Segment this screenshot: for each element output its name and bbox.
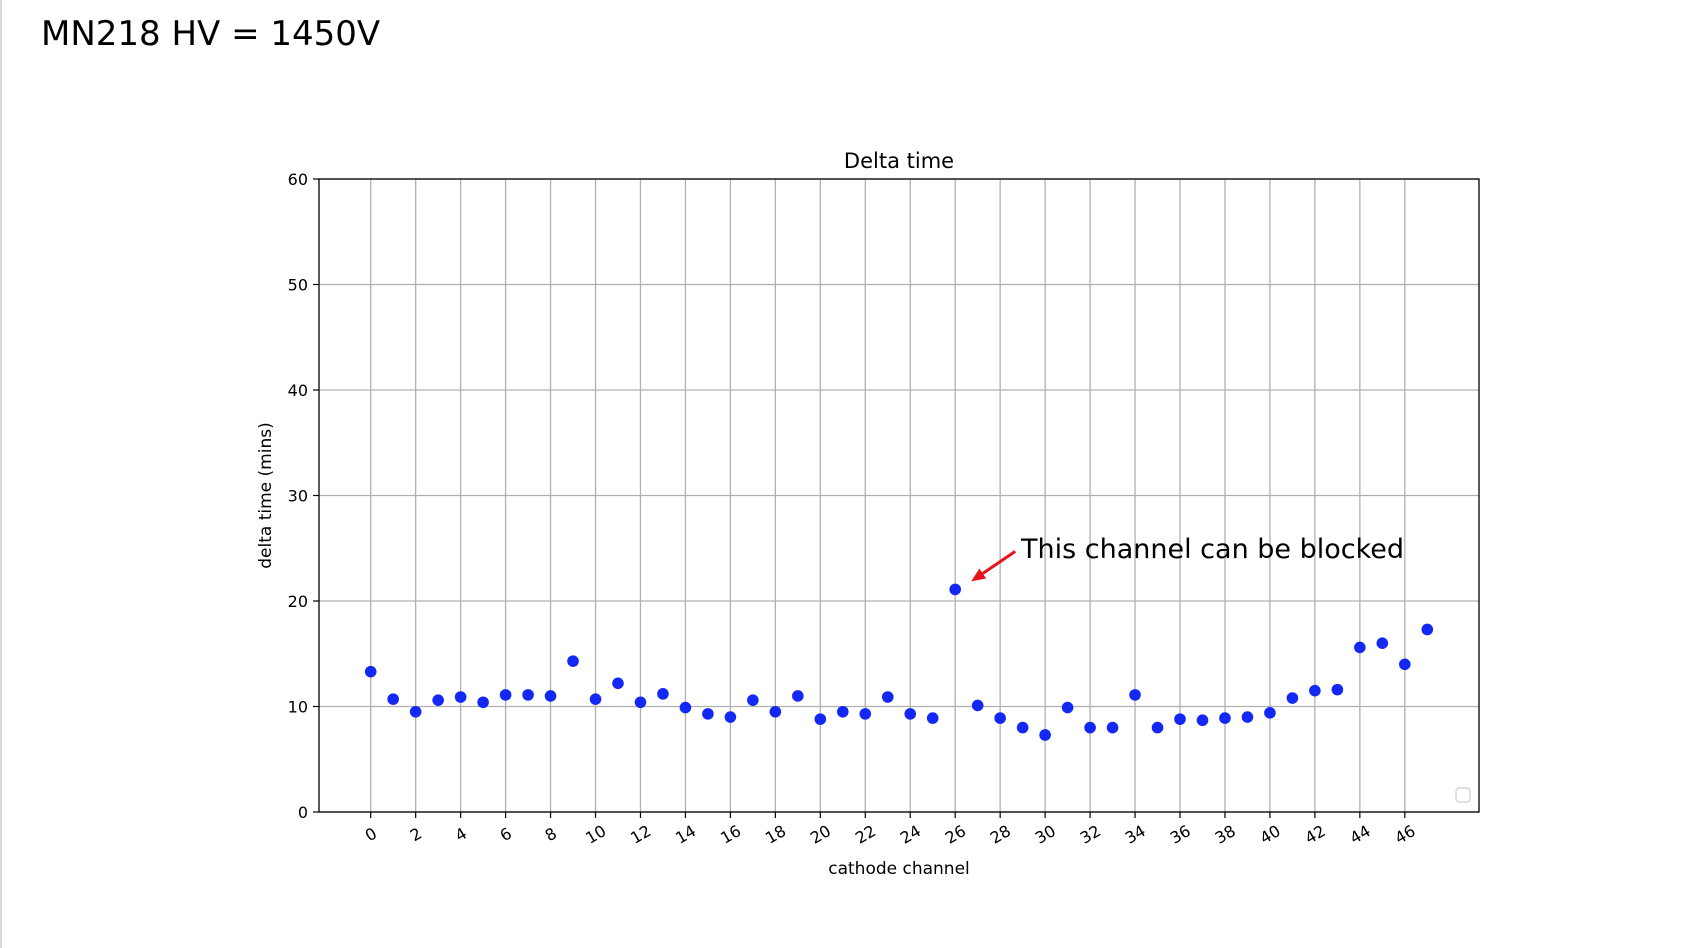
data-point (1309, 684, 1321, 697)
y-tick-label: 40 (288, 381, 308, 400)
axis-ticks: 0 2 4 6 8 10 12 14 16 18 20 22 24 26 28 30 32 34 36 38 40 42 4… (288, 170, 1419, 848)
x-tick-label: 46 (1391, 821, 1418, 848)
data-point (387, 693, 399, 705)
x-axis-label: cathode channel (828, 859, 970, 879)
x-tick-label: 24 (897, 821, 924, 848)
data-point (499, 689, 512, 701)
grid-lines (319, 178, 1479, 813)
data-points (364, 583, 1434, 741)
data-point (657, 688, 669, 700)
x-tick-label: 6 (497, 824, 515, 846)
data-point (522, 689, 534, 701)
x-tick-label: 44 (1347, 821, 1374, 848)
data-point (1286, 692, 1299, 704)
x-tick-label: 2 (407, 824, 425, 846)
x-tick-label: 18 (762, 821, 789, 848)
x-tick-label: 38 (1212, 821, 1239, 848)
chart-title: Delta time (844, 149, 954, 173)
data-point (904, 708, 917, 720)
y-tick-label: 50 (288, 276, 308, 295)
y-tick-label: 60 (288, 170, 308, 189)
x-tick-label: 40 (1257, 821, 1284, 848)
y-tick-label: 10 (288, 698, 308, 717)
annotation-text: This channel can be blocked (1021, 534, 1405, 565)
x-tick-label: 34 (1122, 821, 1149, 848)
data-point (792, 690, 804, 702)
x-tick-label: 4 (452, 824, 470, 846)
x-tick-label: 42 (1302, 821, 1329, 848)
data-point (1354, 641, 1366, 654)
x-tick-label: 36 (1167, 821, 1194, 848)
x-tick-label: 30 (1032, 821, 1059, 848)
data-point (477, 696, 489, 709)
x-tick-label: 12 (627, 821, 654, 848)
data-point (589, 693, 602, 705)
data-point (1331, 683, 1344, 696)
data-point (1241, 711, 1254, 723)
slide-left-border (0, 0, 2, 948)
x-tick-label: 22 (852, 821, 879, 848)
y-axis-label: delta time (mins) (256, 422, 276, 568)
data-point (1174, 713, 1186, 725)
data-point (971, 699, 984, 712)
data-point (994, 712, 1006, 724)
data-point (1151, 721, 1164, 734)
data-point (1129, 689, 1141, 701)
data-point (1264, 707, 1276, 719)
data-point (1399, 658, 1411, 671)
data-point (926, 712, 939, 724)
data-point (1106, 721, 1119, 734)
legend-box (1455, 787, 1471, 803)
data-point (364, 665, 377, 678)
y-tick-label: 30 (288, 487, 308, 506)
data-point (724, 711, 737, 723)
x-tick-label: 28 (987, 821, 1014, 848)
data-point (881, 691, 894, 703)
x-tick-label: 8 (542, 824, 560, 846)
data-point (612, 677, 624, 690)
data-point (409, 705, 422, 718)
data-point (949, 583, 962, 596)
data-point (1061, 701, 1074, 714)
data-point (634, 696, 647, 709)
annotation-arrowhead (971, 568, 987, 582)
data-point (814, 713, 827, 725)
data-point (1196, 714, 1209, 727)
data-point (432, 694, 444, 706)
data-point (836, 705, 849, 718)
data-point (1084, 721, 1096, 734)
slide-title: MN218 HV = 1450V (41, 14, 381, 54)
x-tick-label: 26 (942, 821, 969, 848)
data-point (679, 701, 692, 714)
x-tick-label: 32 (1077, 821, 1104, 848)
annotation-arrow (981, 550, 1017, 575)
x-tick-label: 16 (717, 821, 744, 848)
y-tick-label: 20 (288, 592, 308, 611)
x-tick-label: 14 (672, 821, 699, 848)
data-point (454, 691, 467, 703)
data-point (1016, 721, 1029, 734)
x-tick-label: 20 (807, 821, 834, 848)
y-tick-label: 0 (298, 803, 308, 822)
data-point (544, 690, 557, 702)
data-point (702, 708, 714, 720)
data-point (859, 708, 872, 720)
data-point (747, 694, 759, 706)
data-point (567, 655, 579, 667)
data-point (1376, 637, 1389, 649)
data-point (1219, 712, 1231, 724)
data-point (1039, 729, 1051, 741)
data-point (1421, 623, 1434, 636)
x-tick-label: 10 (582, 821, 609, 848)
data-point (769, 705, 782, 718)
x-tick-label: 0 (362, 824, 380, 846)
